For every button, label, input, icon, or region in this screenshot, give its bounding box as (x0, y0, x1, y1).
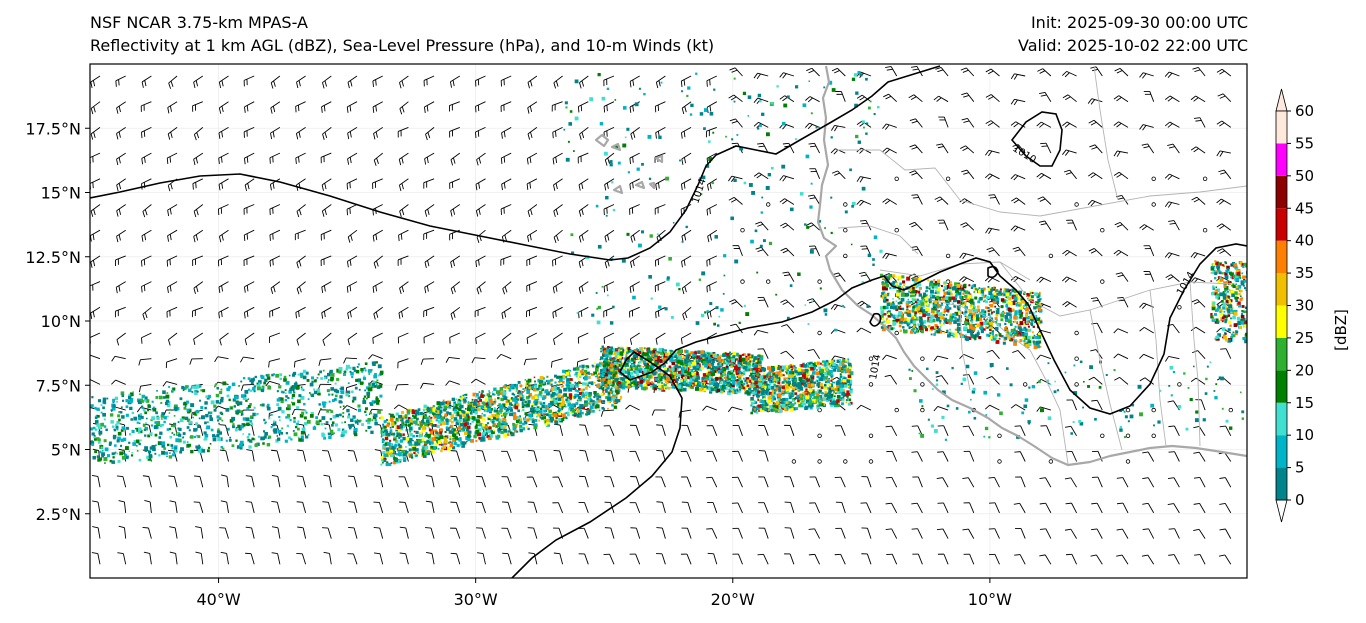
colorbar-tick-label: 20 (1295, 361, 1314, 379)
isobar-1010-ring (1010, 111, 1063, 167)
colorbar-tick-label: 25 (1295, 329, 1314, 347)
colorbar-bin (1276, 175, 1287, 209)
colorbar-tick-label: 0 (1295, 491, 1305, 509)
colorbar-bin (1276, 467, 1287, 500)
colorbar-tick-label: 10 (1295, 426, 1314, 444)
west-africa-coastline (816, 65, 1247, 467)
isobar-1014-loop (869, 312, 882, 327)
lat-tick-label: 5°N (51, 441, 81, 460)
colorbar-bin (1276, 305, 1287, 338)
lon-tick-label: 20°W (711, 590, 755, 609)
lat-tick-label: 12.5°N (25, 248, 81, 267)
isobars (90, 65, 1247, 578)
lat-tick-label: 7.5°N (36, 376, 81, 395)
colorbar-tick-label: 55 (1295, 134, 1314, 152)
colorbar-bin (1276, 111, 1287, 144)
cape-verde-islands (594, 133, 664, 195)
colorbar-bin (1276, 240, 1287, 274)
map-subtitle: Reflectivity at 1 km AGL (dBZ), Sea-Leve… (90, 36, 715, 55)
valid-time: Valid: 2025-10-02 22:00 UTC (1017, 36, 1248, 55)
colorbar-bin (1276, 337, 1287, 371)
colorbar-tick-label: 15 (1295, 394, 1314, 412)
colorbar-tick-label: 60 (1295, 102, 1314, 120)
colorbar-bin (1276, 208, 1287, 241)
lat-tick-label: 10°N (41, 312, 81, 331)
lon-tick-label: 40°W (196, 590, 240, 609)
isobar-1014-west (90, 65, 941, 261)
colorbar-bin (1276, 273, 1287, 306)
colorbar-tick-label: 30 (1295, 297, 1314, 315)
colorbar-bin (1276, 402, 1287, 436)
colorbar-top-arrow (1275, 88, 1288, 112)
colorbar-tick-label: 40 (1295, 232, 1314, 250)
colorbar-bin (1276, 143, 1287, 176)
lon-tick-label: 10°W (968, 590, 1012, 609)
colorbar-tick-label: 50 (1295, 167, 1314, 185)
country-borders (836, 65, 1247, 465)
colorbar-tick-label: 45 (1295, 199, 1314, 217)
colorbar-tick-label: 35 (1295, 264, 1314, 282)
lon-tick-label: 30°W (454, 590, 498, 609)
coastlines (594, 65, 1247, 467)
isobar-1014-trough (511, 243, 1247, 578)
isobar-label: 1014 (868, 354, 883, 381)
colorbar-tick-label: 5 (1295, 459, 1305, 477)
gridlines (90, 64, 1247, 578)
isobar-1014-small (987, 265, 999, 279)
lat-tick-label: 15°N (41, 184, 81, 203)
wind-barbs (90, 65, 1233, 565)
colorbar-bin (1276, 435, 1287, 468)
init-time: Init: 2025-09-30 00:00 UTC (1030, 13, 1248, 32)
lat-tick-label: 2.5°N (36, 505, 81, 524)
colorbar: 0 5 10 15 20 25 30 35 40 45 50 55 60 (1275, 88, 1314, 523)
map-title: NSF NCAR 3.75-km MPAS-A (90, 13, 308, 32)
lat-tick-label: 17.5°N (25, 119, 81, 138)
colorbar-bin (1276, 370, 1287, 403)
colorbar-bottom-arrow (1275, 499, 1288, 523)
colorbar-label: [dBZ] (1332, 309, 1350, 351)
axis-ticks: 40°W 30°W 20°W 10°W 2.5°N 5°N 7.5°N 10°N 12.5°N 1… (25, 119, 1012, 609)
reflectivity-field (90, 70, 1247, 467)
